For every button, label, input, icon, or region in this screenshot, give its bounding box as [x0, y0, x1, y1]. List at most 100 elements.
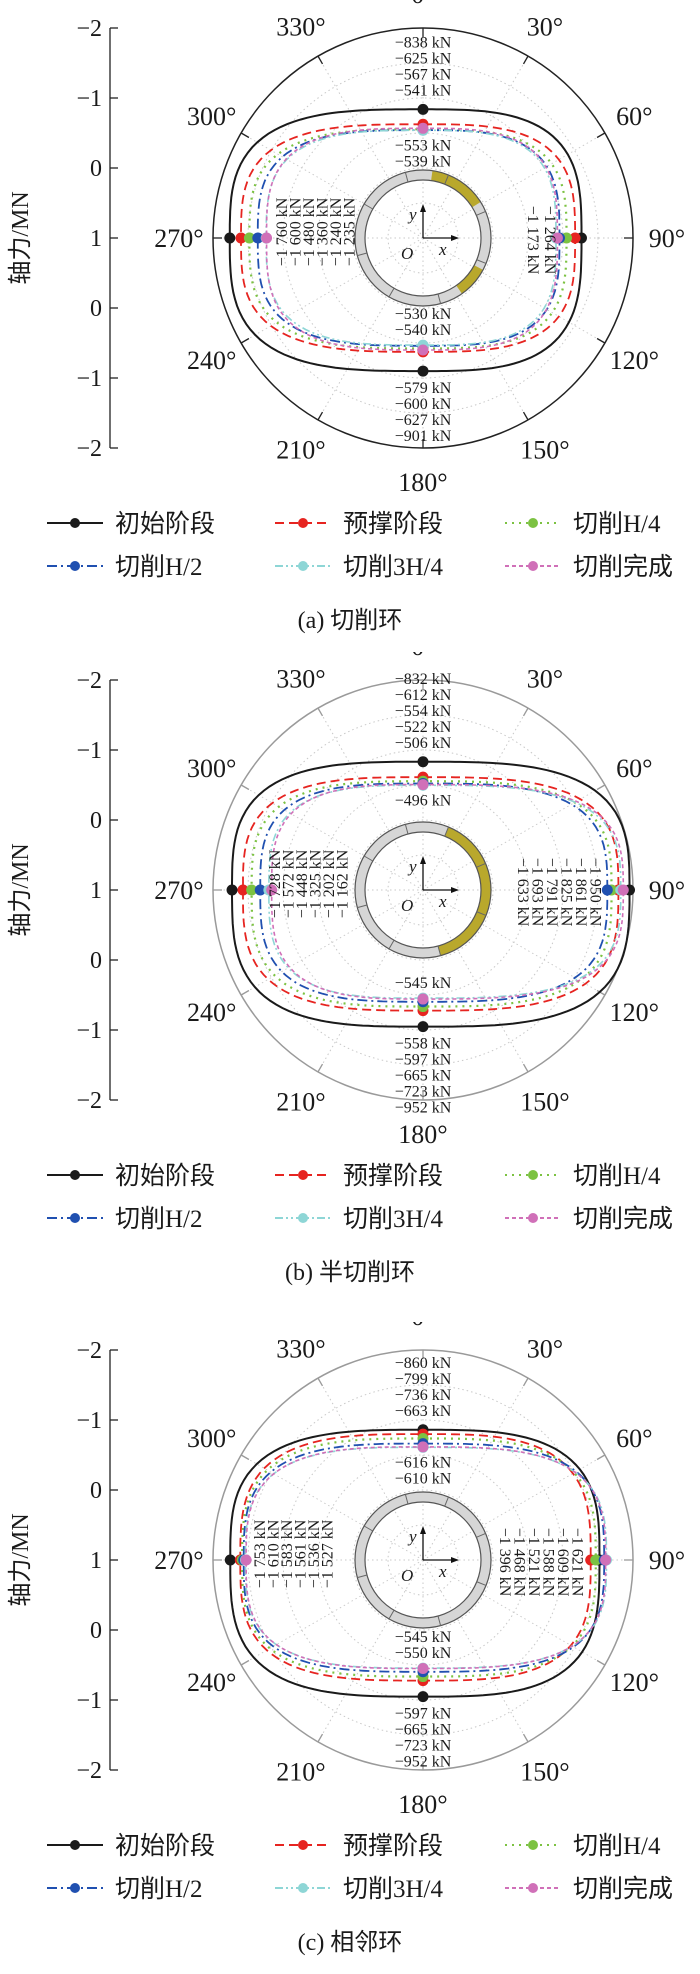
- value-label: −1 325 kN: [308, 849, 325, 918]
- legend-marker: [528, 1883, 538, 1893]
- ring-joint: [388, 939, 395, 950]
- value-label: −832 kN: [395, 671, 452, 688]
- legend-marker: [298, 561, 308, 571]
- value-label: −627 kN: [395, 412, 452, 429]
- angle-label: 30°: [527, 13, 563, 42]
- value-label: −496 kN: [395, 792, 452, 809]
- angle-label: 330°: [276, 13, 325, 42]
- grid-radial-line: [422, 55, 529, 239]
- value-label: −665 kN: [395, 1068, 452, 1085]
- ring-joint: [476, 210, 486, 216]
- grid-radial-line: [422, 237, 606, 344]
- grid-radial-line: [317, 889, 424, 1073]
- ring-joint: [363, 855, 374, 862]
- angle-tick: [596, 337, 606, 344]
- ring-joint: [437, 293, 442, 304]
- grid-radial-line: [422, 889, 529, 1073]
- inset-y-label: y: [407, 205, 417, 224]
- value-label: −540 kN: [395, 322, 452, 339]
- angle-label: 300°: [187, 1424, 236, 1453]
- legend-marker: [528, 1840, 538, 1850]
- data-point: [261, 232, 273, 244]
- data-point: [417, 122, 429, 134]
- angle-label: 90°: [649, 1546, 685, 1575]
- ring-joint: [444, 174, 449, 185]
- legend-label: 切削完成: [573, 1205, 673, 1233]
- y-axis-tick-label: 1: [90, 226, 102, 252]
- grid-radial-line: [317, 1377, 424, 1561]
- angle-tick: [596, 784, 606, 791]
- data-point: [417, 344, 429, 356]
- grid-circle: [352, 167, 494, 309]
- data-point: [601, 884, 613, 896]
- legend-item-2: 切削H/4: [505, 510, 661, 538]
- angle-label: 150°: [520, 1087, 569, 1116]
- ring-joint: [357, 1574, 368, 1579]
- angle-label: 210°: [276, 1087, 325, 1116]
- angle-tick: [522, 1377, 529, 1387]
- legend-item-4: 切削3H/4: [275, 1875, 444, 1903]
- value-label: −1 600 kN: [288, 197, 305, 266]
- legend-marker: [298, 1213, 308, 1223]
- angle-label: 240°: [187, 998, 236, 1027]
- data-point: [617, 884, 629, 896]
- y-axis-title: 轴力/MN: [7, 1513, 34, 1606]
- grid-radial-line: [422, 1377, 529, 1561]
- angle-label: 150°: [520, 435, 569, 464]
- angle-tick: [240, 784, 250, 791]
- legend-marker: [298, 518, 308, 528]
- angle-label: 120°: [610, 998, 659, 1027]
- value-label: −1 791 kN: [543, 858, 560, 927]
- grid-radial-line: [240, 237, 424, 344]
- grid-radial-line: [317, 237, 424, 421]
- value-label: −539 kN: [395, 153, 452, 170]
- angle-tick: [596, 132, 606, 139]
- legend-label: 预撑阶段: [343, 510, 443, 538]
- y-axis-tick-label: 0: [90, 1478, 102, 1504]
- value-label: −1 861 kN: [572, 858, 589, 927]
- value-label: −723 kN: [395, 1738, 452, 1755]
- y-axis-tick-label: −1: [76, 738, 102, 764]
- value-label: −1 728 kN: [267, 849, 284, 918]
- ring-inner-edge: [364, 831, 482, 949]
- data-point: [235, 232, 247, 244]
- value-label: −723 kN: [395, 1084, 452, 1101]
- value-label: −506 kN: [395, 735, 452, 752]
- data-point: [417, 1663, 429, 1674]
- inset-x-label: x: [438, 892, 447, 911]
- value-label: −1 561 kN: [293, 1519, 310, 1588]
- value-label: −1 950 kN: [587, 858, 604, 927]
- ring-outer-edge: [354, 169, 492, 307]
- angle-label: 30°: [527, 665, 563, 694]
- value-label: −550 kN: [395, 1645, 452, 1662]
- data-point: [417, 1691, 429, 1703]
- value-label: −901 kN: [395, 428, 452, 445]
- y-axis-title: 轴力/MN: [7, 191, 34, 284]
- inset-y-label: y: [407, 1527, 417, 1546]
- ring-joint: [357, 252, 368, 257]
- legend-marker: [528, 1213, 538, 1223]
- angle-label: 150°: [520, 1757, 569, 1786]
- value-label: −553 kN: [395, 137, 452, 154]
- ring-joint: [476, 862, 486, 868]
- angle-label: 60°: [616, 754, 652, 783]
- value-label: −736 kN: [395, 1387, 452, 1404]
- angle-label: 60°: [616, 102, 652, 131]
- angle-tick: [240, 1659, 250, 1666]
- angle-label: 330°: [276, 665, 325, 694]
- value-label: −1 609 kN: [554, 1528, 571, 1597]
- y-axis-tick-label: −2: [76, 1338, 102, 1364]
- data-point: [246, 884, 258, 896]
- y-axis-tick-label: 1: [90, 878, 102, 904]
- ring-inner-edge: [364, 1501, 482, 1619]
- tunnel-ring: [355, 1492, 491, 1628]
- legend-marker: [298, 1883, 308, 1893]
- grid-radial-line: [240, 784, 424, 891]
- angle-tick: [522, 707, 529, 717]
- angle-label: 180°: [398, 1790, 447, 1819]
- legend-item-0: 初始阶段: [47, 1162, 215, 1190]
- angle-tick: [317, 1733, 324, 1743]
- grid-radial-line: [422, 237, 529, 421]
- legend-marker: [70, 1883, 80, 1893]
- y-axis-tick-label: 0: [90, 948, 102, 974]
